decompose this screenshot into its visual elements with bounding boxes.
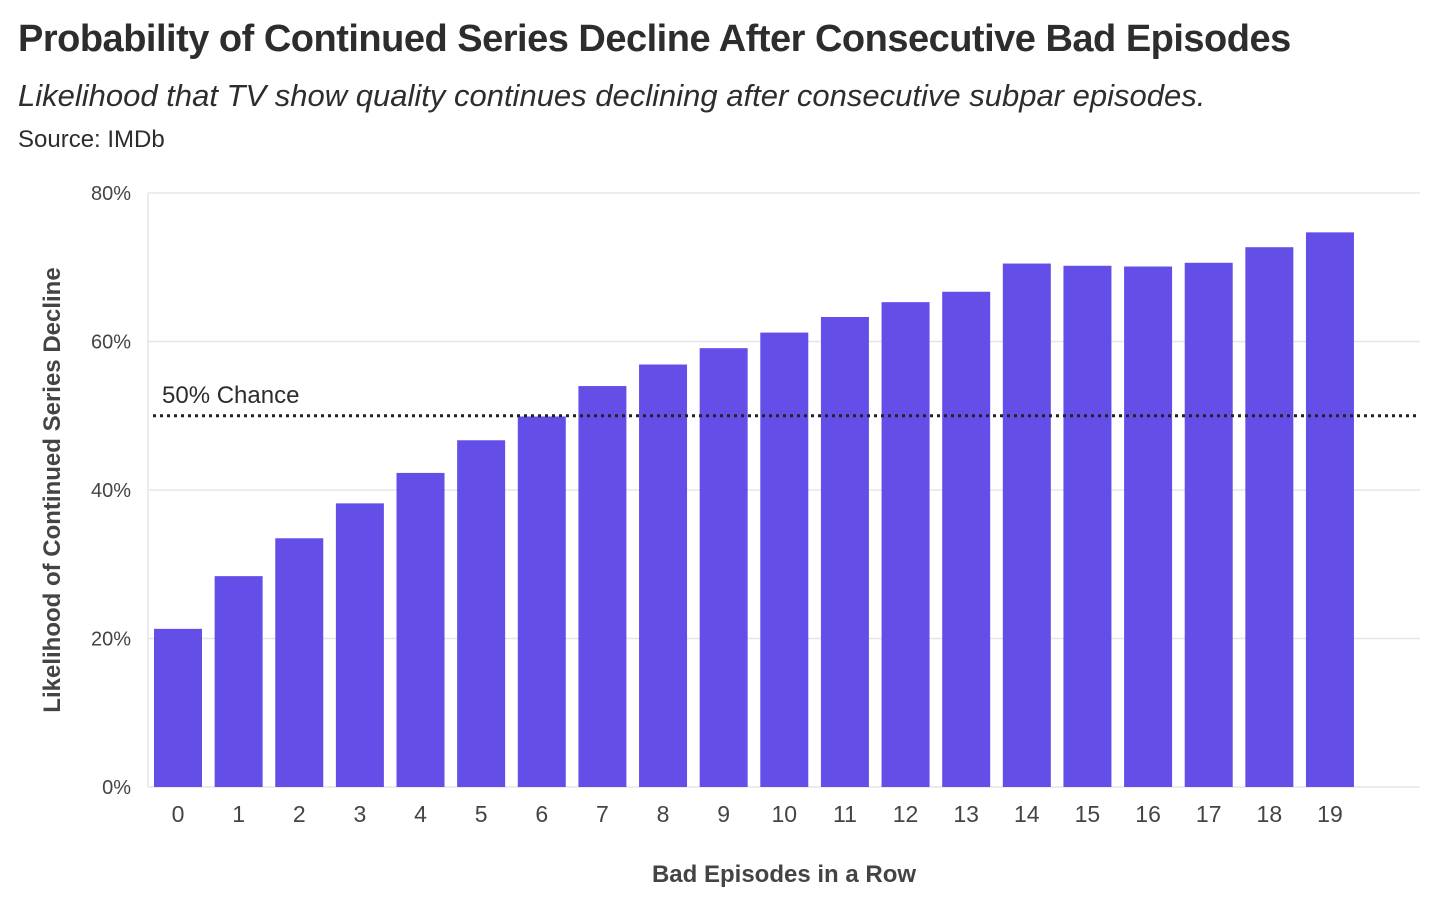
x-tick-label: 11: [833, 801, 857, 827]
bar: [699, 348, 748, 787]
y-axis-label: Likelihood of Continued Series Decline: [39, 267, 66, 712]
x-tick-label: 13: [953, 801, 979, 827]
x-tick-label: 15: [1075, 801, 1101, 827]
bar: [1063, 265, 1112, 787]
x-tick-label: 0: [172, 801, 185, 827]
x-tick-label: 6: [535, 801, 548, 827]
x-tick-label: 12: [893, 801, 919, 827]
x-tick-label: 4: [414, 801, 427, 827]
bar: [154, 628, 202, 787]
bar: [820, 316, 869, 787]
bar: [457, 440, 506, 787]
bar: [1124, 266, 1173, 787]
y-tick-label: 60%: [91, 332, 131, 354]
y-tick-label: 80%: [91, 183, 131, 205]
x-tick-label: 9: [717, 801, 730, 827]
y-tick-label: 20%: [91, 629, 131, 651]
x-axis-ticks: 0 1 2 3 4 5 6 7 8 9 10 11 12 13 14 15 16 17 18 19: [172, 801, 1343, 827]
x-tick-label: 5: [475, 801, 488, 827]
chart-subtitle: Likelihood that TV show quality continue…: [18, 78, 1206, 113]
bar: [1002, 263, 1051, 788]
x-tick-label: 10: [772, 801, 798, 827]
bar: [1305, 232, 1354, 788]
bar: [396, 472, 445, 787]
bar: [335, 503, 384, 787]
x-tick-label: 3: [353, 801, 366, 827]
bar: [942, 291, 991, 787]
y-tick-label: 0%: [102, 777, 131, 799]
bar: [1184, 262, 1233, 787]
x-tick-label: 18: [1257, 801, 1283, 827]
bar: [639, 364, 688, 787]
bar: [578, 386, 627, 787]
x-tick-label: 1: [232, 801, 245, 827]
chart-source: Source: IMDb: [18, 126, 165, 153]
chart-title: Probability of Continued Series Decline …: [18, 18, 1291, 60]
bar: [517, 416, 566, 787]
y-axis-ticks: 0% 20% 40% 60% 80%: [91, 183, 131, 799]
x-tick-label: 17: [1196, 801, 1222, 827]
bar: [214, 576, 263, 787]
bar: [760, 332, 809, 787]
reference-line-label: 50% Chance: [162, 382, 299, 409]
bar: [1245, 247, 1294, 787]
x-tick-label: 16: [1135, 801, 1161, 827]
x-axis-label: Bad Episodes in a Row: [652, 861, 916, 888]
x-tick-label: 2: [293, 801, 306, 827]
x-tick-label: 14: [1014, 801, 1040, 827]
bars: [154, 232, 1354, 788]
x-tick-label: 8: [657, 801, 670, 827]
x-tick-label: 7: [596, 801, 609, 827]
y-tick-label: 40%: [91, 480, 131, 502]
bar: [881, 302, 930, 787]
reference-line-group: 50% Chance: [153, 382, 1420, 418]
x-tick-label: 19: [1317, 801, 1343, 827]
bar: [275, 538, 324, 787]
